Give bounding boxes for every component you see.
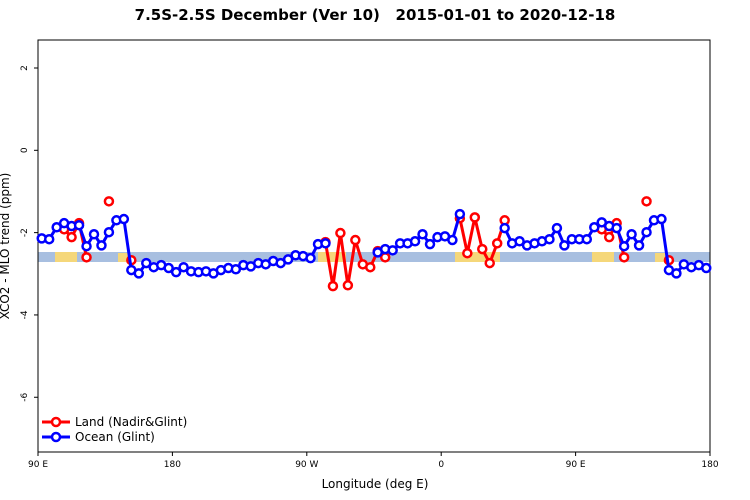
point — [350, 234, 361, 246]
point — [387, 245, 398, 256]
point — [305, 252, 316, 264]
land-patch — [118, 253, 128, 262]
point — [454, 208, 466, 220]
point — [559, 240, 570, 251]
x-axis-label: Longitude (deg E) — [322, 477, 429, 491]
x-tick-label: 0 — [438, 460, 444, 470]
point — [514, 236, 525, 247]
point — [118, 213, 130, 225]
chart-title: 7.5S-2.5S December (Ver 10) 2015-01-01 t… — [135, 6, 616, 24]
x-tick-label: 90 W — [295, 460, 318, 470]
point — [88, 229, 100, 240]
point — [170, 266, 182, 278]
x-tick-label: 90 E — [566, 460, 586, 470]
point — [409, 236, 421, 247]
point — [603, 231, 615, 243]
point — [499, 222, 510, 234]
point — [589, 222, 600, 233]
x-tick-label: 90 E — [28, 460, 48, 470]
y-tick-label: 0 — [20, 147, 30, 153]
point — [81, 252, 92, 263]
land-patch — [655, 253, 665, 262]
point — [641, 226, 652, 238]
point — [133, 268, 145, 279]
x-tick-label: 180 — [701, 460, 718, 470]
point — [163, 262, 174, 274]
legend-marker — [50, 416, 62, 428]
plot-frame — [37, 39, 711, 453]
point — [469, 212, 481, 223]
point — [103, 226, 115, 238]
y-tick-label: 2 — [20, 65, 30, 71]
point — [462, 247, 473, 259]
point — [335, 227, 346, 239]
point — [342, 280, 354, 291]
legend-label: Ocean (Glint) — [75, 430, 155, 444]
point — [320, 238, 331, 249]
land-patch — [455, 252, 500, 262]
point — [424, 238, 436, 250]
point — [544, 233, 555, 245]
legend-marker — [50, 431, 62, 443]
point — [484, 257, 495, 269]
point — [327, 280, 339, 292]
point — [633, 240, 645, 251]
point — [141, 257, 152, 269]
point — [66, 231, 77, 243]
land-patch — [318, 252, 346, 262]
point — [626, 229, 637, 240]
point — [178, 261, 189, 273]
y-tick-label: -4 — [20, 310, 30, 319]
y-tick-label: -6 — [20, 393, 30, 402]
point — [51, 222, 62, 233]
point — [656, 213, 667, 225]
y-tick-label: -2 — [20, 228, 30, 237]
point — [581, 233, 593, 245]
point — [701, 262, 712, 274]
land-patch — [55, 252, 77, 262]
x-tick-label: 180 — [164, 460, 181, 470]
point — [73, 219, 85, 231]
point — [477, 243, 488, 255]
point — [618, 252, 630, 263]
legend-label: Land (Nadir&Glint) — [75, 415, 187, 429]
y-axis-label: XCO2 - MLO trend (ppm) — [0, 173, 12, 320]
point — [81, 240, 92, 252]
point — [618, 240, 630, 252]
point — [447, 234, 458, 246]
point — [611, 222, 622, 234]
series — [36, 208, 712, 279]
point — [641, 196, 652, 207]
point — [230, 264, 242, 275]
point — [551, 222, 563, 234]
land-patch — [592, 252, 614, 262]
point — [417, 229, 428, 240]
point — [671, 268, 682, 279]
point — [103, 196, 115, 207]
point — [365, 261, 376, 273]
point — [491, 238, 503, 249]
series-line — [64, 217, 669, 286]
point — [43, 233, 55, 245]
point — [282, 254, 294, 265]
point — [96, 240, 107, 251]
